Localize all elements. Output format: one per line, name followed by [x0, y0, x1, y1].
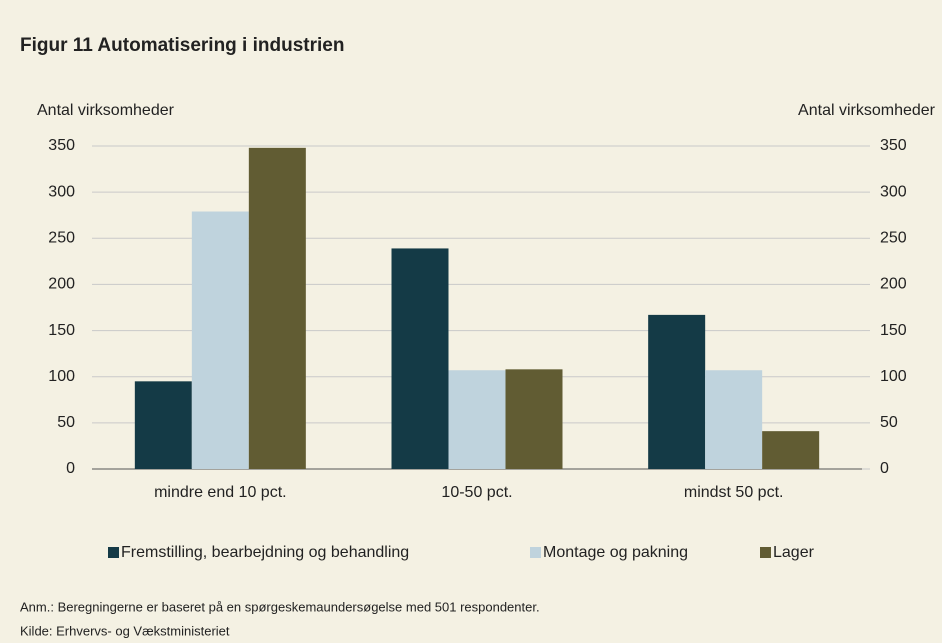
bar [391, 248, 449, 469]
bar [191, 211, 249, 469]
y2-tick-label: 350 [880, 137, 907, 154]
bar [448, 370, 506, 469]
bar [248, 147, 306, 470]
y-axis-label: Antal virksomheder [37, 102, 175, 119]
y-tick-label: 100 [48, 368, 75, 385]
bar [648, 314, 706, 469]
legend-label: Lager [773, 544, 815, 561]
legend-label: Fremstilling, bearbejdning og behandling [121, 544, 409, 561]
y-tick-label: 50 [57, 414, 75, 431]
x-tick-label: mindst 50 pct. [684, 484, 784, 501]
bar [505, 369, 563, 469]
y2-tick-label: 50 [880, 414, 898, 431]
y2-tick-label: 250 [880, 230, 907, 247]
y2-tick-label: 300 [880, 183, 907, 200]
note: Anm.: Beregningerne er baseret på en spø… [20, 599, 540, 614]
y-tick-label: 250 [48, 230, 75, 247]
y2-tick-label: 100 [880, 368, 907, 385]
y2-axis-label: Antal virksomheder [798, 102, 936, 119]
y-tick-label: 200 [48, 276, 75, 293]
chart-title: Figur 11 Automatisering i industrien [20, 35, 344, 56]
bar [134, 381, 192, 469]
y2-tick-label: 150 [880, 322, 907, 339]
bar [762, 431, 820, 469]
x-tick-label: 10-50 pct. [441, 484, 512, 501]
y2-tick-label: 0 [880, 460, 889, 477]
y2-tick-label: 200 [880, 276, 907, 293]
x-tick-label: mindre end 10 pct. [154, 484, 287, 501]
y-tick-label: 0 [66, 460, 75, 477]
legend-swatch [530, 547, 541, 558]
y-tick-label: 300 [48, 183, 75, 200]
source: Kilde: Erhvervs- og Vækstministeriet [20, 623, 230, 638]
y-tick-label: 150 [48, 322, 75, 339]
bar [705, 370, 763, 469]
legend-swatch [760, 547, 771, 558]
y-tick-label: 350 [48, 137, 75, 154]
legend-label: Montage og pakning [543, 544, 688, 561]
legend-swatch [108, 547, 119, 558]
